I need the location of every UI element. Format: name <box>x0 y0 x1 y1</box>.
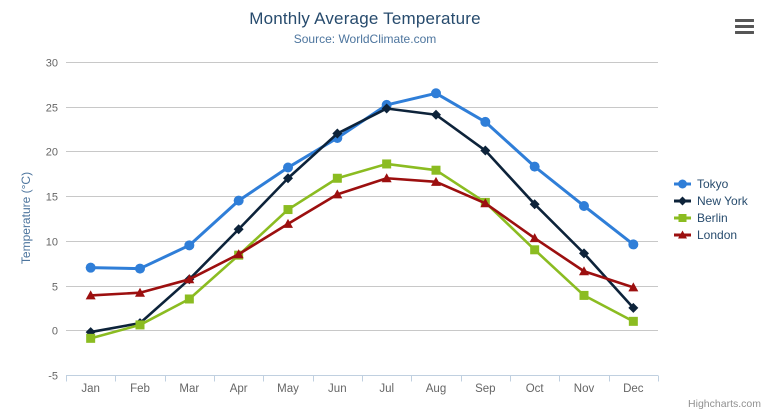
x-axis-label: Aug <box>426 383 446 395</box>
series-new-york <box>85 103 639 338</box>
point-berlin-dec[interactable] <box>628 316 638 326</box>
legend-item-london[interactable]: London <box>674 226 748 243</box>
y-axis-label: 30 <box>46 58 58 70</box>
legend-marker-square-icon <box>674 213 691 222</box>
y-axis-label: 0 <box>52 326 58 338</box>
series-line-new-york <box>89 107 635 334</box>
point-tokyo-jan[interactable] <box>85 262 96 273</box>
point-tokyo-sep[interactable] <box>480 116 491 127</box>
point-london-jun[interactable] <box>332 189 343 199</box>
point-new-york-aug[interactable] <box>431 109 441 120</box>
x-axis-label: Jan <box>81 383 100 395</box>
point-london-aug[interactable] <box>431 176 441 186</box>
point-tokyo-apr[interactable] <box>233 195 244 206</box>
point-new-york-oct[interactable] <box>529 199 540 210</box>
y-axis-label: 10 <box>46 237 58 249</box>
point-new-york-may[interactable] <box>283 173 293 184</box>
point-london-sep[interactable] <box>480 198 491 208</box>
point-london-jan[interactable] <box>85 290 96 300</box>
legend-marker-triangle-icon <box>674 230 691 238</box>
point-new-york-sep[interactable] <box>480 145 491 156</box>
legend-label: Tokyo <box>697 176 729 191</box>
legend-item-berlin[interactable]: Berlin <box>674 209 748 226</box>
x-axis-label: Feb <box>130 383 150 395</box>
x-axis-labels: Jan Feb Mar Apr May Jun Jul Aug Sep Oct Nov Dec <box>81 383 643 395</box>
legend-item-tokyo[interactable]: Tokyo <box>674 175 748 192</box>
point-berlin-mar[interactable] <box>184 294 194 304</box>
x-axis-label: Sep <box>475 383 495 395</box>
y-axis-title: Temperature (°C) <box>19 172 33 264</box>
chart-subtitle: Source: WorldClimate.com <box>293 32 437 46</box>
point-london-dec[interactable] <box>628 282 639 292</box>
hamburger-bar <box>735 19 754 23</box>
point-london-nov[interactable] <box>579 266 589 276</box>
legend-item-new-york[interactable]: New York <box>674 192 748 209</box>
point-london-feb[interactable] <box>135 287 145 297</box>
point-new-york-jul[interactable] <box>381 103 392 114</box>
legend-marker-circle-icon <box>674 179 691 188</box>
series-line-london <box>89 176 635 297</box>
x-axis-label: Jun <box>328 383 347 395</box>
point-tokyo-may[interactable] <box>283 162 293 173</box>
legend: Tokyo New York Berlin London <box>674 175 748 243</box>
point-tokyo-oct[interactable] <box>529 161 540 172</box>
point-london-oct[interactable] <box>529 233 540 243</box>
y-axis-label: 5 <box>52 282 58 294</box>
series-tokyo <box>85 88 639 274</box>
hamburger-bar <box>735 24 754 29</box>
point-london-jul[interactable] <box>381 173 392 183</box>
point-new-york-nov[interactable] <box>579 248 589 259</box>
point-london-mar[interactable] <box>184 274 195 284</box>
context-menu-button[interactable] <box>735 19 754 34</box>
point-berlin-jul[interactable] <box>382 159 392 169</box>
point-tokyo-feb[interactable] <box>135 263 145 274</box>
y-axis-label: -5 <box>48 371 58 383</box>
point-tokyo-mar[interactable] <box>184 240 195 251</box>
point-tokyo-aug[interactable] <box>431 88 441 99</box>
point-tokyo-dec[interactable] <box>628 239 639 250</box>
point-berlin-jan[interactable] <box>86 333 96 343</box>
legend-label: New York <box>697 193 748 208</box>
x-axis-label: Oct <box>526 383 545 395</box>
point-berlin-oct[interactable] <box>530 245 540 255</box>
point-berlin-may[interactable] <box>283 205 293 215</box>
point-tokyo-nov[interactable] <box>579 200 589 211</box>
point-new-york-jun[interactable] <box>332 128 343 139</box>
y-axis-label: 15 <box>46 192 58 204</box>
y-gridlines <box>66 62 658 376</box>
point-berlin-feb[interactable] <box>135 320 145 330</box>
x-axis-label: Mar <box>179 383 199 395</box>
legend-label: Berlin <box>697 210 728 225</box>
point-berlin-nov[interactable] <box>579 290 589 300</box>
point-new-york-apr[interactable] <box>233 224 244 235</box>
x-axis <box>66 375 659 382</box>
x-axis-label: Apr <box>230 383 248 395</box>
point-berlin-aug[interactable] <box>431 165 441 175</box>
y-axis-labels: -5 0 5 10 15 20 25 30 <box>46 58 58 383</box>
point-london-apr[interactable] <box>233 249 244 259</box>
y-axis-label: 25 <box>46 103 58 115</box>
y-axis-label: 20 <box>46 147 58 159</box>
point-london-may[interactable] <box>283 218 293 228</box>
legend-label: London <box>697 227 738 242</box>
x-axis-label: Jul <box>379 383 394 395</box>
hamburger-bar <box>735 30 754 34</box>
point-berlin-jun[interactable] <box>332 173 342 183</box>
credits-link[interactable]: Highcharts.com <box>688 398 761 410</box>
point-new-york-dec[interactable] <box>628 302 639 313</box>
chart-title: Monthly Average Temperature <box>249 9 481 28</box>
x-axis-label: Dec <box>623 383 644 395</box>
x-axis-label: Nov <box>574 383 595 395</box>
legend-marker-diamond-icon <box>674 196 691 205</box>
series-line-berlin <box>89 162 635 340</box>
series-london <box>85 173 639 300</box>
hamburger-icon <box>735 19 754 34</box>
x-axis-label: May <box>277 383 299 395</box>
